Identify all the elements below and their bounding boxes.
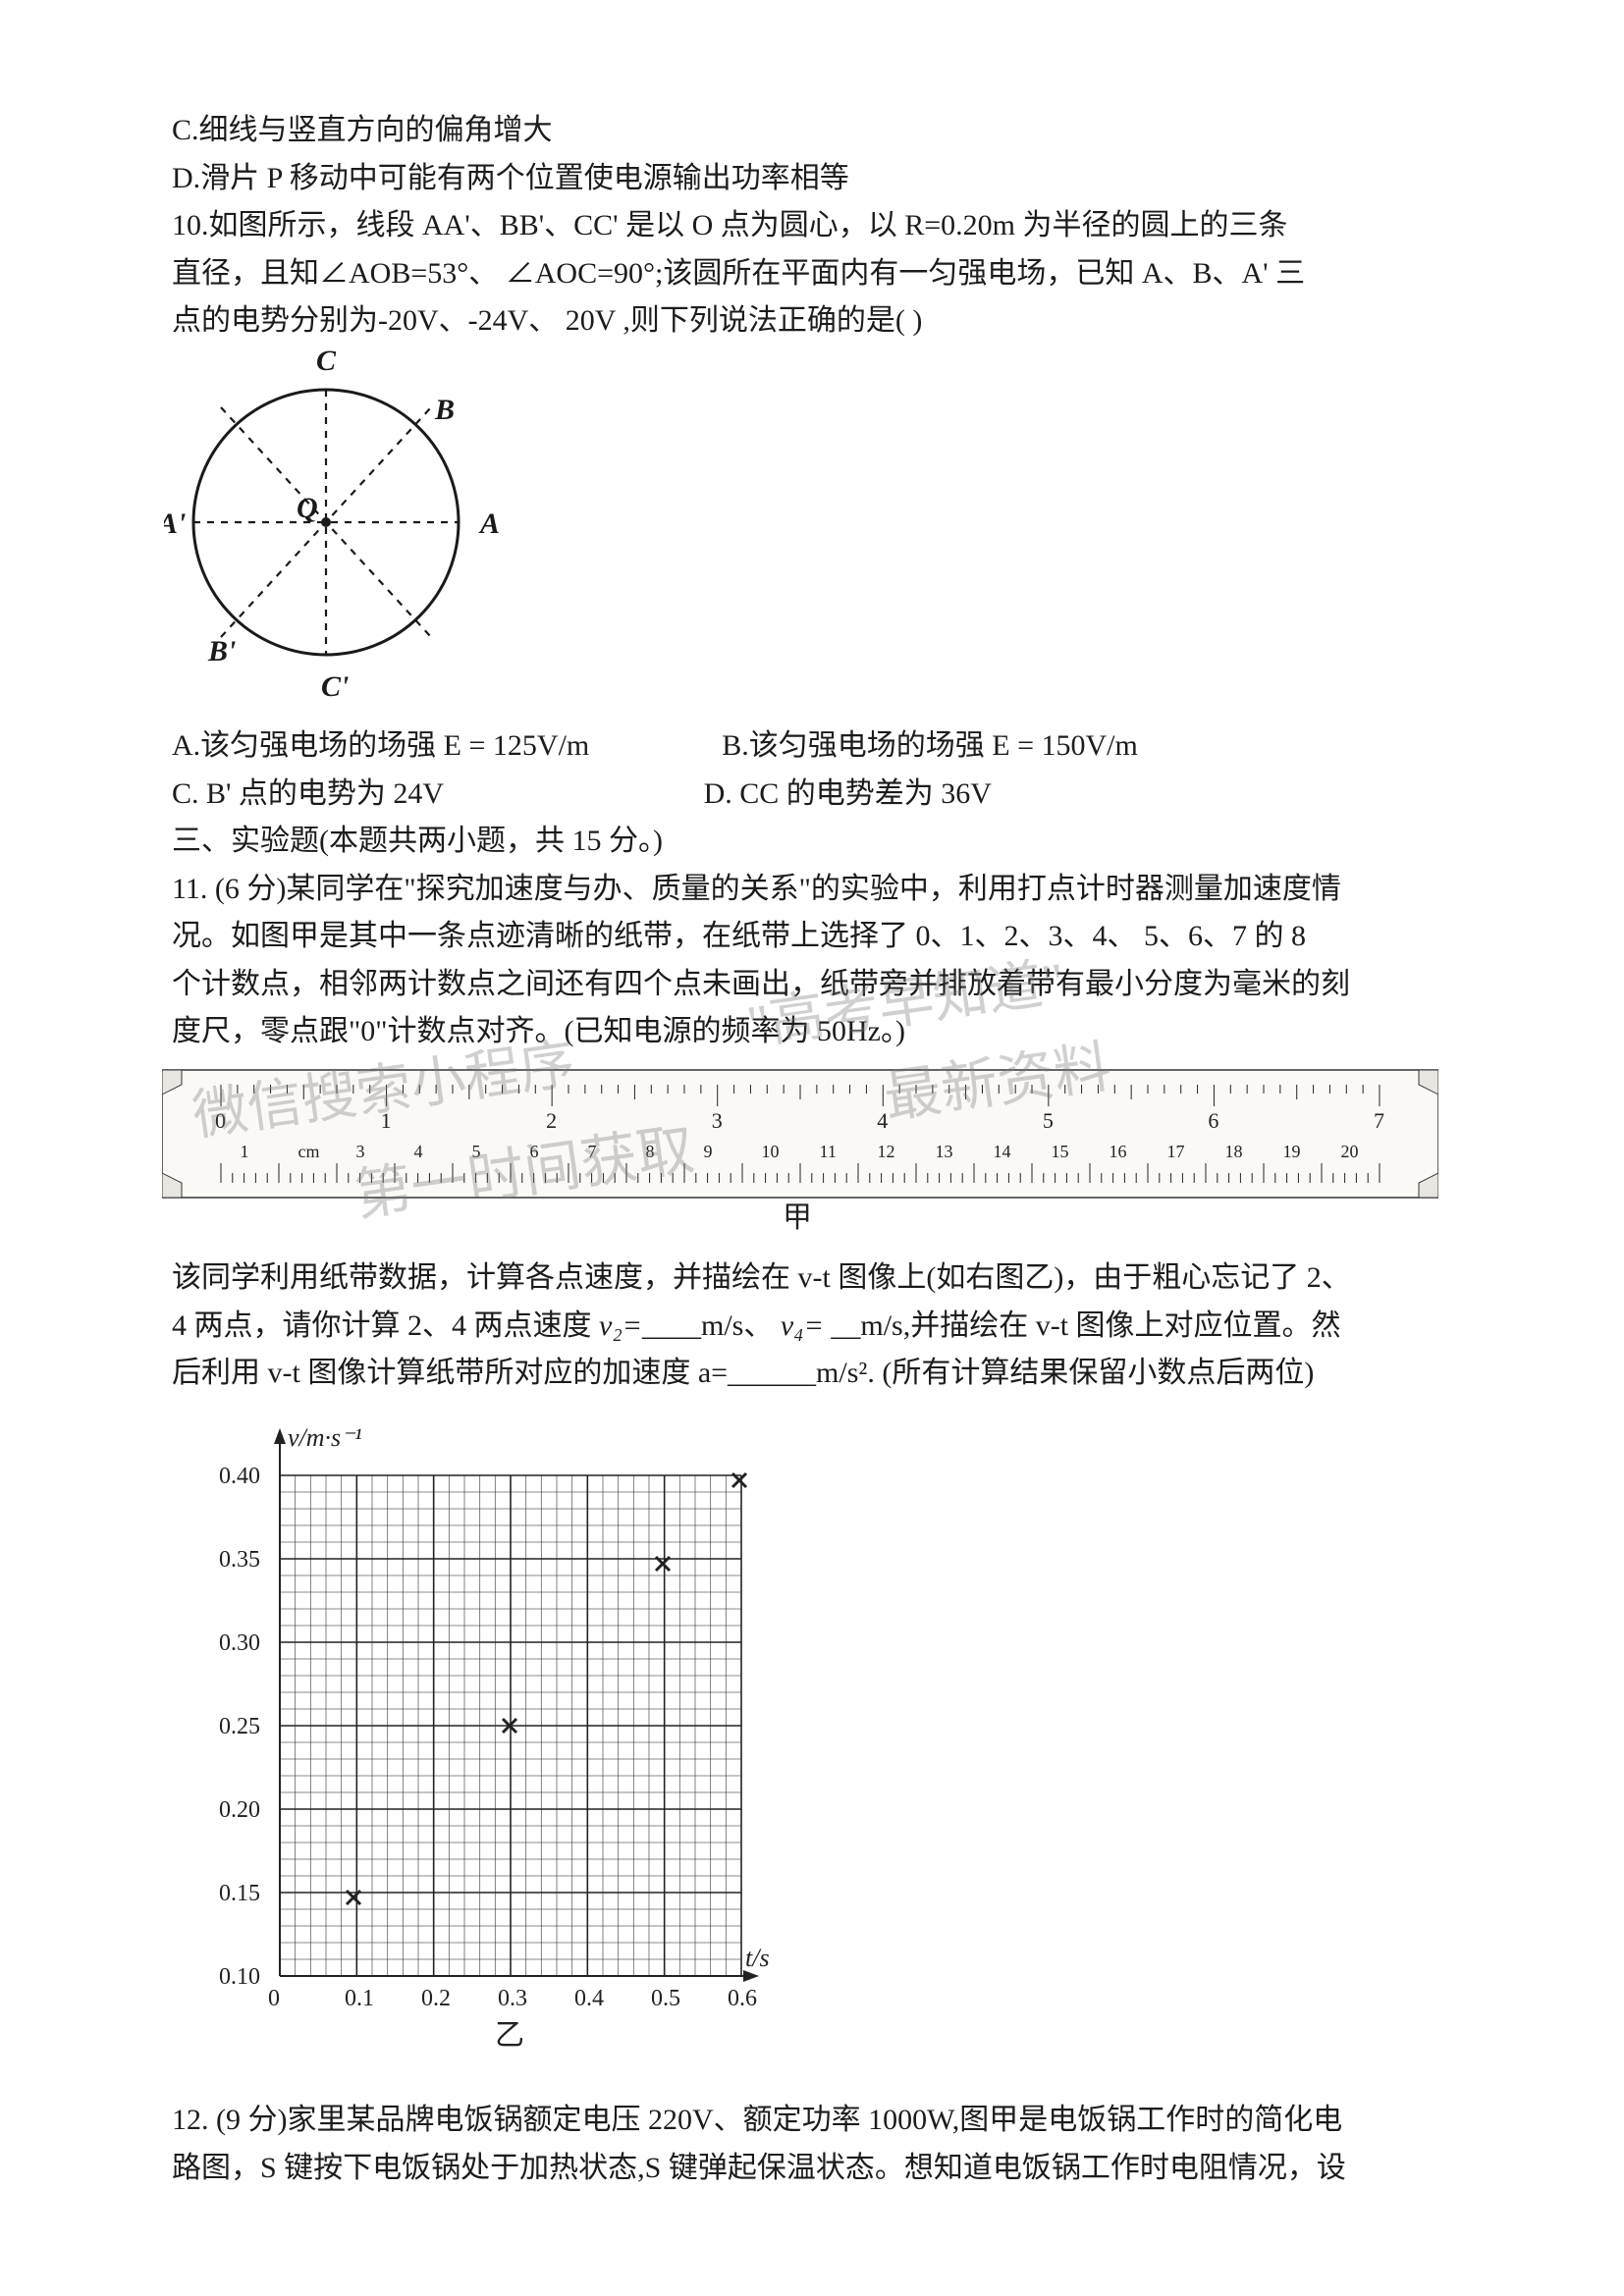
svg-text:A': A' (164, 507, 186, 540)
svg-text:4: 4 (414, 1142, 423, 1161)
svg-text:9: 9 (704, 1142, 713, 1161)
svg-text:0.3: 0.3 (498, 1986, 527, 2011)
svg-text:12: 12 (878, 1142, 895, 1161)
svg-text:0: 0 (268, 1986, 280, 2011)
v2-var: v₂= (599, 1309, 642, 1342)
svg-text:5: 5 (1043, 1108, 1054, 1133)
svg-text:6: 6 (530, 1142, 539, 1161)
svg-text:0.6: 0.6 (728, 1986, 757, 2011)
svg-text:14: 14 (994, 1142, 1011, 1161)
svg-text:0.40: 0.40 (219, 1464, 260, 1489)
q10-choices-row1: A.该匀强电场的场强 E = 125V/m B.该匀强电场的场强 E = 150… (172, 723, 1448, 770)
q10-line2: 直径，且知∠AOB=53°、 ∠AOC=90°;该圆所在平面内有一匀强电场，已知… (172, 251, 1448, 297)
svg-text:0.4: 0.4 (574, 1986, 604, 2011)
svg-text:B': B' (207, 635, 236, 667)
svg-text:5: 5 (472, 1142, 481, 1161)
svg-text:0: 0 (215, 1108, 226, 1133)
q11-5b-seg1: 4 两点，请你计算 2、4 两点速度 (172, 1309, 599, 1342)
svg-text:cm: cm (298, 1142, 320, 1161)
svg-text:v/m·s⁻¹: v/m·s⁻¹ (288, 1423, 362, 1452)
svg-text:2: 2 (546, 1108, 557, 1133)
q11-5b-seg2: ____m/s、 (642, 1309, 781, 1342)
svg-text:0.15: 0.15 (219, 1881, 260, 1906)
q10-opt-b: B.该匀强电场的场强 E = 150V/m (722, 729, 1138, 762)
q12-line1: 12. (9 分)家里某品牌电饭锅额定电压 220V、额定功率 1000W,图甲… (172, 2098, 1448, 2144)
svg-text:18: 18 (1225, 1142, 1243, 1161)
svg-text:1: 1 (241, 1142, 249, 1161)
svg-text:乙: 乙 (495, 2019, 524, 2052)
q10-opt-a: A.该匀强电场的场强 E = 125V/m (172, 729, 589, 762)
q10-opt-d: D. CC 的电势差为 36V (704, 777, 992, 810)
svg-text:0.35: 0.35 (219, 1547, 260, 1573)
svg-text:甲: 甲 (783, 1201, 812, 1232)
svg-text:8: 8 (646, 1142, 655, 1161)
svg-text:0.30: 0.30 (219, 1630, 260, 1656)
q11-line1: 11. (6 分)某同学在"探究加速度与办、质量的关系"的实验中，利用打点计时器… (172, 867, 1448, 913)
svg-text:A: A (478, 507, 500, 540)
q11-line2: 况。如图甲是其中一条点迹清晰的纸带，在纸带上选择了 0、1、2、3、4、 5、6… (172, 914, 1448, 960)
svg-text:4: 4 (877, 1108, 888, 1133)
svg-text:3: 3 (712, 1108, 723, 1133)
svg-text:t/s: t/s (745, 1944, 770, 1972)
ruler-figure: 012345671cm34567891011121314151617181920… (162, 1065, 1448, 1247)
svg-text:0.10: 0.10 (219, 1964, 260, 1990)
option-c: C.细线与竖直方向的偏角增大 (172, 108, 1448, 154)
svg-text:11: 11 (820, 1142, 837, 1161)
svg-text:0.25: 0.25 (219, 1714, 260, 1739)
q11-line4: 度尺，零点跟"0"计数点对齐。(已知电源的频率为 50Hz。) (172, 1009, 1448, 1055)
svg-text:7: 7 (588, 1142, 597, 1161)
q10-line3: 点的电势分别为-20V、-24V、 20V ,则下列说法正确的是( ) (172, 298, 1448, 345)
svg-text:3: 3 (356, 1142, 365, 1161)
q12-line2: 路图，S 键按下电饭锅处于加热状态,S 键弹起保温状态。想知道电饭锅工作时电阻情… (172, 2146, 1448, 2192)
vt-grid-figure: 0.10 0.15 0.20 0.25 0.30 0.35 0.40 0 0.1 0.2 0.3 0.… (191, 1407, 1448, 2089)
q11-line5a: 该同学利用纸带数据，计算各点速度，并描绘在 v-t 图像上(如右图乙)，由于粗心… (172, 1255, 1448, 1302)
svg-text:C': C' (321, 670, 349, 703)
svg-text:B: B (434, 394, 455, 426)
svg-text:1: 1 (381, 1108, 392, 1133)
q10-circle-figure: C B A A' B' C' Q (164, 350, 1448, 719)
svg-text:13: 13 (936, 1142, 953, 1161)
svg-text:0.1: 0.1 (345, 1986, 374, 2011)
svg-text:15: 15 (1052, 1142, 1069, 1161)
svg-text:0.20: 0.20 (219, 1797, 260, 1823)
q11-line6: 后利用 v-t 图像计算纸带所对应的加速度 a=______m/s². (所有计… (172, 1351, 1448, 1397)
svg-text:Q: Q (297, 492, 318, 524)
v4-var: v₄= (781, 1309, 824, 1342)
svg-text:19: 19 (1283, 1142, 1301, 1161)
svg-text:7: 7 (1374, 1108, 1384, 1133)
svg-text:6: 6 (1208, 1108, 1218, 1133)
section-3-header: 三、实验题(本题共两小题，共 15 分。) (172, 819, 1448, 865)
svg-text:0.2: 0.2 (421, 1986, 451, 2011)
svg-text:20: 20 (1341, 1142, 1359, 1161)
q10-line1: 10.如图所示，线段 AA'、BB'、CC' 是以 O 点为圆心，以 R=0.2… (172, 203, 1448, 249)
q11-line3: 个计数点，相邻两计数点之间还有四个点未画出，纸带旁并排放着带有最小分度为毫米的刻 (172, 962, 1448, 1008)
q10-choices-row2: C. B' 点的电势为 24V D. CC 的电势差为 36V (172, 772, 1448, 818)
option-d: D.滑片 P 移动中可能有两个位置使电源输出功率相等 (172, 156, 1448, 202)
svg-text:17: 17 (1167, 1142, 1185, 1161)
svg-text:C: C (316, 350, 337, 377)
q10-opt-c: C. B' 点的电势为 24V (172, 777, 444, 810)
svg-text:0.5: 0.5 (651, 1986, 680, 2011)
svg-text:10: 10 (762, 1142, 780, 1161)
q11-5b-seg3: __m/s,并描绘在 v-t 图像上对应位置。然 (824, 1309, 1341, 1342)
q11-line5b: 4 两点，请你计算 2、4 两点速度 v₂=____m/s、 v₄= __m/s… (172, 1304, 1448, 1350)
svg-text:16: 16 (1110, 1142, 1127, 1161)
